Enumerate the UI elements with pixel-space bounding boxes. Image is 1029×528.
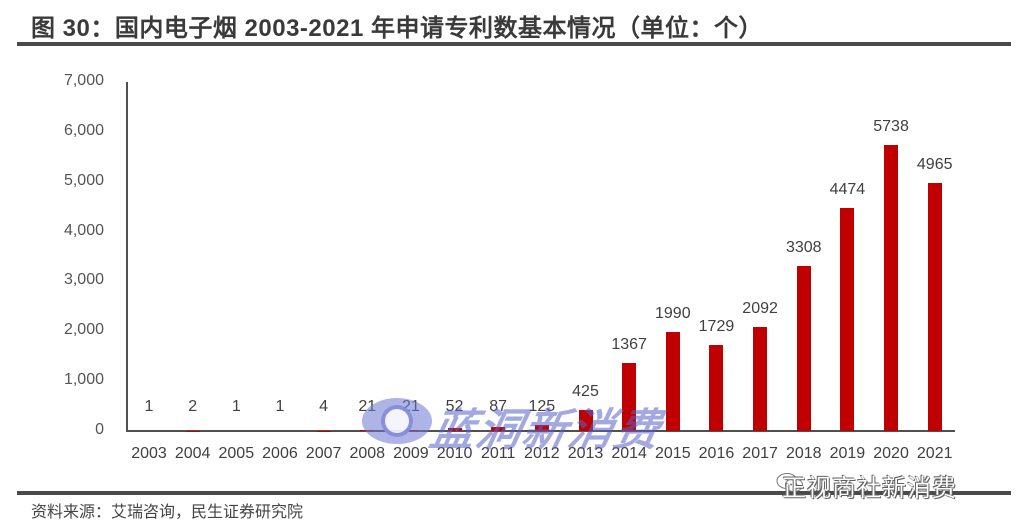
x-tick-label-2012: 2012 [524,445,560,462]
bar-2013 [578,409,593,431]
value-label-2007: 4 [319,398,329,415]
value-label-2003: 1 [144,398,154,415]
value-label-2004: 2 [188,398,198,415]
x-tick-label-2008: 2008 [349,445,386,462]
x-tick-label-2018: 2018 [785,445,822,462]
footer-divider [17,491,1011,495]
watermark-chart-icon [381,405,413,437]
x-tick-label-2003: 2003 [131,445,167,462]
value-label-2011: 87 [489,398,508,415]
value-label-2005: 1 [231,398,241,415]
y-tick-label: 1,000 [63,371,104,389]
x-tick-label-2004: 2004 [174,445,211,462]
y-tick-label: 6,000 [63,121,104,139]
value-label-2006: 1 [275,398,285,415]
value-label-2015: 1990 [655,304,691,322]
title-divider [17,42,1011,46]
bar-2014 [622,362,637,431]
bar-2010 [447,428,462,431]
watermark-center: 蓝洞新消费 [425,406,667,455]
x-tick-label-2015: 2015 [655,445,691,462]
value-label-2012: 125 [528,397,556,415]
x-tick-label-2006: 2006 [262,445,298,462]
x-tick-label-2013: 2013 [567,445,604,462]
value-label-2019: 4474 [829,180,866,198]
source-note: 资料来源：艾瑞咨询，民生证券研究院 [31,504,304,521]
value-label-2017: 2092 [742,299,778,317]
bar-2015 [665,331,680,431]
x-tick-label-2010: 2010 [436,445,473,462]
x-tick-label-2020: 2020 [873,445,909,462]
bar-2020 [884,144,899,431]
y-tick-label: 3,000 [63,271,104,289]
bar-2021 [927,183,942,431]
bar-2019 [840,207,855,431]
value-label-2014: 1367 [611,335,647,353]
x-axis-line [126,430,955,432]
value-label-2018: 3308 [785,239,822,257]
bar-2018 [796,266,811,431]
wechat-icon [776,473,803,492]
x-tick-label-2007: 2007 [305,445,342,462]
y-axis-line [126,82,128,432]
y-tick-label: 5,000 [63,171,104,189]
x-tick-label-2009: 2009 [393,445,429,462]
y-tick-label: 0 [95,421,104,438]
watermark-corner: 正视商社新消费 [782,475,957,502]
x-tick-label-2005: 2005 [218,445,255,462]
value-label-2013: 425 [572,382,599,400]
bar-2017 [753,326,768,431]
bar-chart: 0 1,000 2,000 3,000 4,000 5,000 6,000 7,000 1 20… [63,72,955,462]
x-tick-label-2021: 2021 [916,445,953,462]
value-label-2021: 4965 [916,156,953,174]
y-tick-label: 2,000 [63,321,104,339]
x-tick-label-2011: 2011 [480,445,516,462]
bar-2011 [491,426,506,431]
bar-2012 [534,424,549,431]
x-tick-label-2014: 2014 [611,445,647,462]
y-tick-label: 7,000 [63,72,104,89]
x-tick-label-2017: 2017 [742,445,778,462]
value-label-2016: 1729 [698,317,735,335]
chart-title: 图 30：国内电子烟 2003-2021 年申请专利数基本情况（单位：个） [31,15,763,42]
y-tick-label: 4,000 [63,221,104,239]
value-label-2010: 52 [445,398,464,415]
x-tick-label-2016: 2016 [698,445,735,462]
x-tick-label-2019: 2019 [829,445,866,462]
bar-2016 [709,344,724,431]
value-label-2020: 5738 [873,117,909,135]
